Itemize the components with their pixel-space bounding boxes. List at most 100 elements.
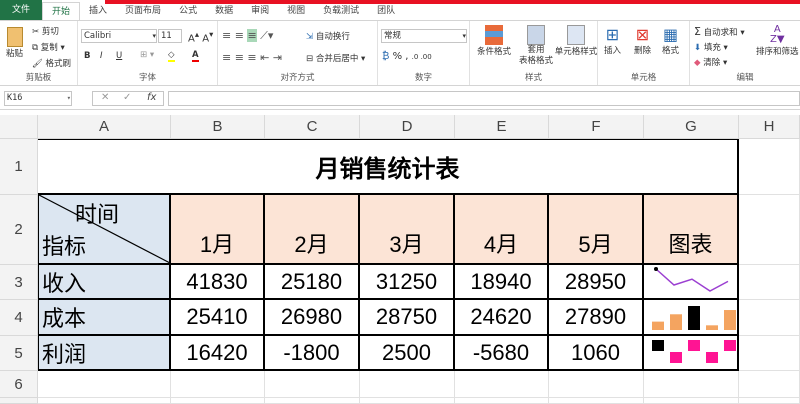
row-header-6[interactable]: 6 (0, 371, 38, 398)
value-cell[interactable]: 27890 (549, 300, 644, 336)
row-label-2[interactable]: 利润 (38, 336, 171, 371)
clear-button[interactable]: ◆ 清除 ▾ (694, 58, 728, 68)
decimal-icons[interactable]: .0 .00 (411, 53, 432, 61)
value-cell[interactable]: 41830 (171, 265, 265, 300)
value-cell[interactable]: 18940 (455, 265, 549, 300)
format-painter-button[interactable]: 🖌 格式刷 (32, 57, 71, 69)
copy-button[interactable]: ⧉ 复制 ▾ (32, 43, 65, 53)
cell[interactable] (265, 398, 360, 404)
cancel-icon[interactable]: ✕ (101, 92, 110, 103)
wrap-text-button[interactable]: ⇲ 自动换行 (306, 30, 350, 42)
value-cell[interactable]: 1060 (549, 336, 644, 371)
column-header-B[interactable]: B (171, 115, 265, 139)
cell[interactable] (739, 139, 800, 195)
month-header-2[interactable]: 2月 (265, 195, 360, 265)
value-cell[interactable]: 25180 (265, 265, 360, 300)
diagonal-header-cell[interactable]: 时间 指标 (38, 195, 171, 265)
vertical-align-icons[interactable]: ≡ ≡ ≡ ⟋▾ (222, 29, 274, 42)
chart-header[interactable]: 图表 (644, 195, 739, 265)
font-name-select[interactable]: Calibri ▾ (81, 29, 157, 43)
tab-0[interactable]: 文件 (0, 0, 43, 20)
row-label-1[interactable]: 成本 (38, 300, 171, 336)
sheet-title[interactable]: 月销售统计表 (38, 139, 739, 195)
cell[interactable] (38, 398, 171, 404)
value-cell[interactable]: -5680 (455, 336, 549, 371)
spreadsheet-grid[interactable]: A B C D E F G H 1 2 3 4 5 6 月销售统计表 时间 指标 1月 2月 3月 4月 5月 图表 收入 41… (0, 115, 800, 404)
column-header-D[interactable]: D (360, 115, 455, 139)
cell[interactable] (455, 371, 549, 398)
number-format-select[interactable]: 常规 ▾ (381, 29, 467, 43)
row-header-5[interactable]: 5 (0, 336, 38, 371)
row-header-7[interactable] (0, 398, 38, 404)
value-cell[interactable]: 25410 (171, 300, 265, 336)
underline-button[interactable]: U (116, 51, 123, 61)
bold-button[interactable]: B (84, 51, 91, 61)
enter-icon[interactable]: ✓ (123, 92, 132, 103)
cell[interactable] (739, 336, 800, 371)
sparkline-cell-line[interactable] (644, 265, 739, 300)
tab-4[interactable]: 公式 (179, 6, 198, 16)
row-header-1[interactable]: 1 (0, 139, 38, 195)
cell[interactable] (739, 398, 800, 404)
month-header-5[interactable]: 5月 (549, 195, 644, 265)
row-header-3[interactable]: 3 (0, 265, 38, 300)
name-box[interactable]: K16 ▾ (4, 91, 72, 106)
cell[interactable] (739, 300, 800, 336)
cell-styles-button[interactable]: 单元格样式 (554, 25, 598, 57)
tab-6[interactable]: 审阅 (251, 6, 270, 16)
conditional-format-button[interactable]: 条件格式 (474, 25, 514, 57)
insert-cells-button[interactable]: ⊞ 插入 (604, 25, 621, 56)
format-as-table-button[interactable]: 套用 表格格式 (516, 25, 556, 67)
font-color-icon[interactable]: A (192, 50, 199, 62)
grow-font-button[interactable]: A▴ A▾ (188, 29, 214, 45)
cell[interactable] (644, 371, 739, 398)
italic-button[interactable]: I (100, 51, 103, 61)
cell[interactable] (644, 398, 739, 404)
cell[interactable] (549, 398, 644, 404)
tab-5[interactable]: 数据 (215, 6, 234, 16)
merge-center-button[interactable]: ⊟ 合并后居中 ▾ (306, 54, 366, 64)
cell[interactable] (739, 371, 800, 398)
value-cell[interactable]: 31250 (360, 265, 455, 300)
sparkline-cell-win-loss[interactable] (644, 336, 739, 371)
value-cell[interactable]: -1800 (265, 336, 360, 371)
cell[interactable] (265, 371, 360, 398)
sort-filter-button[interactable]: A Z▼ 排序和筛选 (756, 25, 799, 58)
value-cell[interactable]: 28750 (360, 300, 455, 336)
row-header-2[interactable]: 2 (0, 195, 38, 265)
cell[interactable] (739, 195, 800, 265)
tab-8[interactable]: 负载测试 (323, 6, 360, 16)
month-header-4[interactable]: 4月 (455, 195, 549, 265)
border-icon[interactable]: ⊞ ▾ (140, 50, 155, 60)
format-cells-button[interactable]: ▦ 格式 (662, 25, 679, 56)
cut-button[interactable]: ✂ 剪切 (32, 25, 59, 37)
cell[interactable] (739, 265, 800, 300)
tab-1[interactable]: 开始 (42, 2, 81, 20)
insert-function-icon[interactable]: fx (147, 92, 157, 103)
autosum-button[interactable]: Σ 自动求和 ▾ (694, 25, 745, 38)
cell[interactable] (171, 398, 265, 404)
font-size-select[interactable]: 11 (158, 29, 182, 43)
column-header-G[interactable]: G (644, 115, 739, 139)
value-cell[interactable]: 2500 (360, 336, 455, 371)
fill-color-icon[interactable]: ◇ (168, 50, 175, 62)
column-header-F[interactable]: F (549, 115, 644, 139)
cell[interactable] (455, 398, 549, 404)
tab-2[interactable]: 插入 (89, 6, 108, 16)
cell[interactable] (38, 371, 171, 398)
value-cell[interactable]: 24620 (455, 300, 549, 336)
tab-3[interactable]: 页面布局 (125, 6, 162, 16)
column-header-C[interactable]: C (265, 115, 360, 139)
tab-7[interactable]: 视图 (287, 6, 306, 16)
fill-button[interactable]: ⬇ 填充 ▾ (694, 43, 728, 53)
row-header-4[interactable]: 4 (0, 300, 38, 336)
column-header-H[interactable]: H (739, 115, 800, 139)
cell[interactable] (549, 371, 644, 398)
delete-cells-button[interactable]: ⊠ 删除 (634, 25, 651, 56)
value-cell[interactable]: 16420 (171, 336, 265, 371)
month-header-1[interactable]: 1月 (171, 195, 265, 265)
column-header-E[interactable]: E (455, 115, 549, 139)
number-format-buttons[interactable]: ₿ % , .0 .00 (382, 51, 432, 62)
cell[interactable] (360, 371, 455, 398)
percent-button[interactable]: % (392, 51, 403, 62)
